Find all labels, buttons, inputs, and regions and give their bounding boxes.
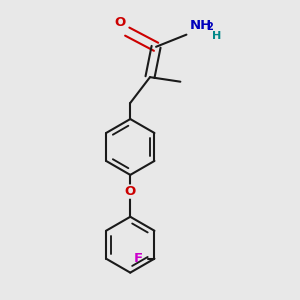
Text: 2: 2 [206, 22, 213, 32]
Text: H: H [212, 31, 222, 41]
Text: O: O [124, 185, 136, 198]
Text: NH: NH [190, 19, 212, 32]
Text: O: O [114, 16, 125, 29]
Text: F: F [134, 252, 143, 265]
